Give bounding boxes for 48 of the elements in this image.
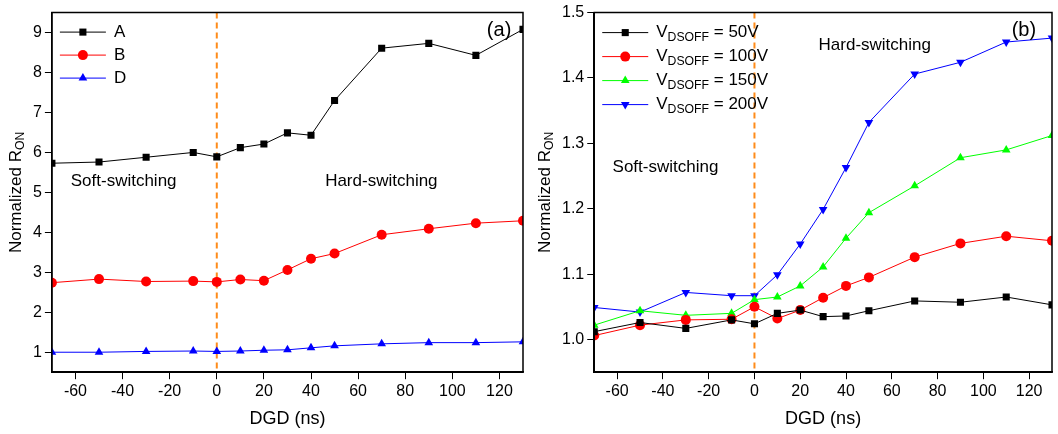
x-tick-label: -20 — [697, 382, 721, 400]
y-tick-label: 4 — [32, 222, 42, 240]
x-tick-label: 20 — [255, 382, 273, 400]
y-tick-label: 8 — [32, 62, 42, 80]
annotation: (a) — [486, 18, 512, 41]
y-tick-label: 5 — [32, 182, 42, 200]
y-tick-label: 1.3 — [561, 133, 585, 151]
legend-label: D — [113, 67, 127, 87]
annotation: (b) — [1011, 18, 1037, 41]
annotation: Soft-switching — [70, 171, 177, 191]
y-tick-label: 1.2 — [561, 199, 585, 217]
x-tick-label: -20 — [158, 382, 182, 400]
y-tick-label: 1.0 — [561, 329, 585, 347]
y-tick-label: 6 — [32, 142, 42, 160]
y-tick-label: 2 — [32, 302, 42, 320]
legend-label: A — [113, 21, 126, 41]
y-tick-label: 7 — [32, 102, 42, 120]
y-tick-label: 1.4 — [561, 68, 585, 86]
x-tick-label: 100 — [438, 382, 466, 400]
x-tick-label: -60 — [63, 382, 88, 400]
y-tick-label: 3 — [32, 262, 42, 280]
x-tick-label: 120 — [486, 382, 513, 400]
x-axis-title: DGD (ns) — [785, 408, 862, 429]
legend-label: B — [113, 44, 126, 64]
y-tick-label: 1 — [32, 342, 42, 360]
x-tick-label: 0 — [750, 382, 759, 400]
x-tick-label: -60 — [605, 382, 629, 400]
x-axis-title: DGD (ns) — [249, 408, 326, 429]
x-tick-label: 60 — [349, 382, 368, 400]
y-tick-label: 1.5 — [561, 3, 585, 21]
x-tick-label: 40 — [837, 382, 856, 400]
x-tick-label: 80 — [928, 382, 947, 400]
x-tick-label: 40 — [302, 382, 320, 400]
x-tick-label: -40 — [651, 382, 675, 400]
x-tick-label: 120 — [1015, 382, 1043, 400]
x-tick-label: 0 — [212, 382, 222, 400]
annotation: Soft-switching — [612, 156, 719, 176]
annotation: Hard-switching — [818, 34, 931, 54]
annotation: Hard-switching — [325, 171, 438, 191]
x-tick-label: -40 — [111, 382, 135, 400]
y-tick-label: 9 — [32, 22, 42, 40]
x-tick-label: 100 — [969, 382, 997, 400]
y-tick-label: 1.1 — [561, 264, 585, 282]
x-tick-label: 80 — [396, 382, 415, 400]
x-tick-label: 20 — [791, 382, 810, 400]
x-tick-label: 60 — [882, 382, 901, 400]
y-axis-title: Normalized RON — [534, 131, 557, 254]
y-axis-title: Normalized RON — [5, 131, 28, 254]
